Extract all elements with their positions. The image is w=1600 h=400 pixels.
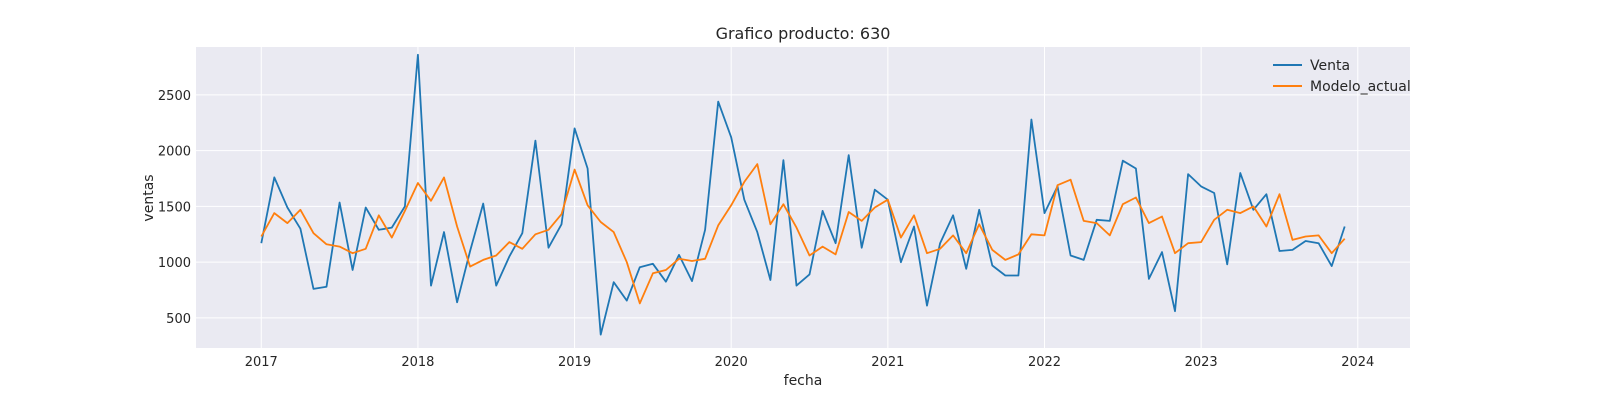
series-line-modelo-actual [260, 163, 1346, 305]
x-axis-ticks: 2017 2018 2019 2020 2021 2022 2023 2024 [245, 355, 1375, 370]
series-line-venta [260, 53, 1346, 336]
plot-area [196, 47, 1410, 348]
y-tick-label: 1500 [158, 200, 191, 215]
x-tick-label: 2022 [1028, 355, 1061, 370]
series-lines [260, 53, 1346, 336]
y-axis-title: ventas [141, 174, 157, 221]
y-tick-label: 2500 [158, 89, 191, 104]
x-tick-label: 2024 [1341, 355, 1374, 370]
x-axis-title: fecha [784, 373, 823, 389]
x-tick-label: 2018 [401, 355, 434, 370]
x-tick-label: 2017 [245, 355, 278, 370]
y-tick-label: 500 [166, 312, 191, 327]
legend: Venta Modelo_actual [1273, 58, 1411, 95]
x-tick-label: 2019 [558, 355, 591, 370]
chart-title: Grafico producto: 630 [716, 24, 891, 43]
legend-label-modelo-actual: Modelo_actual [1310, 79, 1411, 95]
y-axis-ticks: 500 1000 1500 2000 2500 [158, 89, 191, 327]
x-tick-label: 2021 [871, 355, 904, 370]
x-tick-label: 2020 [715, 355, 748, 370]
y-tick-label: 1000 [158, 256, 191, 271]
y-tick-label: 2000 [158, 145, 191, 160]
x-tick-label: 2023 [1185, 355, 1218, 370]
legend-label-venta: Venta [1310, 58, 1350, 74]
grid-lines [196, 47, 1410, 348]
